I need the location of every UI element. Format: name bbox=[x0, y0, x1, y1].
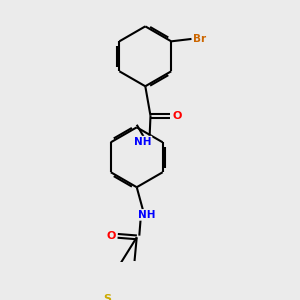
Text: Br: Br bbox=[193, 34, 206, 44]
Text: NH: NH bbox=[137, 210, 155, 220]
Text: O: O bbox=[106, 231, 116, 241]
Text: O: O bbox=[172, 111, 182, 121]
Text: S: S bbox=[103, 293, 111, 300]
Text: NH: NH bbox=[134, 137, 152, 147]
